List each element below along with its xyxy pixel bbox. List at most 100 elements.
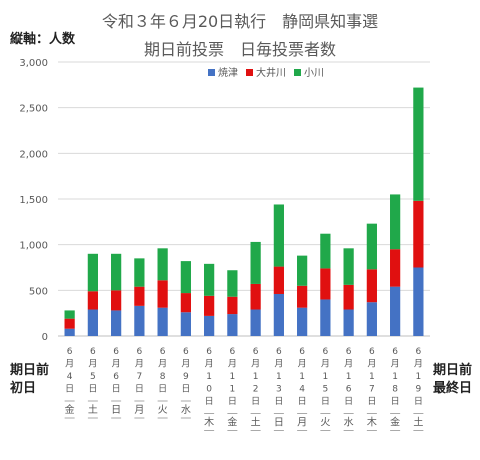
bar-segment bbox=[134, 305, 145, 336]
y-tick-label: 2,500 bbox=[19, 104, 48, 115]
x-tick-label: 日 bbox=[205, 396, 214, 407]
bar-segment bbox=[134, 286, 145, 306]
bar-segment bbox=[64, 328, 75, 336]
bar-segment bbox=[111, 310, 122, 336]
x-tick-weekday: 金 bbox=[227, 416, 237, 429]
y-tick-label: 1,000 bbox=[19, 241, 48, 252]
bar-segment bbox=[250, 241, 261, 284]
x-tick-label: 月 bbox=[88, 359, 97, 370]
bar-segment bbox=[87, 309, 98, 336]
x-tick-label: 6 bbox=[323, 347, 329, 357]
bar-segment bbox=[64, 318, 75, 329]
x-tick-label: 6 bbox=[206, 347, 212, 357]
x-tick-label: 月 bbox=[158, 359, 167, 370]
x-tick-label: 1 bbox=[392, 372, 398, 382]
x-tick-weekday: 金 bbox=[390, 416, 400, 429]
legend-label: 焼津 bbox=[218, 67, 238, 79]
bar-segment bbox=[111, 290, 122, 311]
x-tick-label: 6 bbox=[299, 347, 305, 357]
x-tick-label: 月 bbox=[228, 359, 237, 370]
bar-segment bbox=[64, 310, 75, 319]
x-tick-weekday: 土 bbox=[251, 416, 261, 429]
x-tick-label: 6 bbox=[416, 347, 422, 357]
bar-segment bbox=[390, 194, 401, 250]
x-tick-label: 日 bbox=[65, 384, 74, 395]
x-tick-label: 6 bbox=[369, 347, 375, 357]
x-tick-label: 6 bbox=[137, 347, 143, 357]
bar-segment bbox=[297, 307, 308, 336]
bar-segment bbox=[320, 268, 331, 300]
y-tick-label: 0 bbox=[42, 332, 48, 343]
x-tick-label: 日 bbox=[367, 396, 376, 407]
x-tick-label: 月 bbox=[65, 359, 74, 370]
x-tick-label: 4 bbox=[299, 385, 305, 395]
x-tick-weekday: 水 bbox=[181, 404, 191, 416]
bar-segment bbox=[204, 315, 215, 336]
x-tick-label: 日 bbox=[251, 396, 260, 407]
x-tick-label: 1 bbox=[253, 372, 259, 382]
x-tick-label: 9 bbox=[183, 372, 189, 382]
x-tick-label: 6 bbox=[113, 347, 119, 357]
bar-segment bbox=[273, 293, 284, 336]
x-tick-label: 日 bbox=[298, 396, 307, 407]
y-axis-label: 縦軸：人数 bbox=[10, 32, 76, 47]
x-tick-label: 日 bbox=[228, 396, 237, 407]
x-tick-weekday: 木 bbox=[367, 417, 377, 429]
x-tick-label: 6 bbox=[346, 385, 352, 395]
last-day-label-line1: 期日前 bbox=[433, 363, 473, 378]
bar-segment bbox=[297, 285, 308, 308]
bar-segment bbox=[111, 253, 122, 291]
x-tick-label: 6 bbox=[253, 347, 259, 357]
x-tick-weekday: 土 bbox=[413, 416, 423, 429]
x-tick-label: 日 bbox=[344, 396, 353, 407]
bar-segment bbox=[413, 267, 424, 336]
x-tick-label: 5 bbox=[323, 385, 329, 395]
bar-segment bbox=[273, 266, 284, 294]
x-tick-label: 日 bbox=[414, 396, 423, 407]
bar-segment bbox=[366, 223, 377, 270]
x-tick-label: 3 bbox=[276, 385, 282, 395]
x-tick-weekday: 火 bbox=[158, 404, 168, 416]
bar-segment bbox=[320, 299, 331, 336]
bar-segment bbox=[250, 309, 261, 336]
bar-segment bbox=[87, 253, 98, 292]
x-tick-weekday: 木 bbox=[204, 417, 214, 429]
x-tick-label: 月 bbox=[391, 359, 400, 370]
first-day-label: 期日前 初日 bbox=[10, 362, 49, 398]
bar-segment bbox=[390, 286, 401, 336]
bar-segment bbox=[343, 248, 354, 285]
x-tick-label: 月 bbox=[251, 359, 260, 370]
x-tick-label: 1 bbox=[299, 372, 305, 382]
x-tick-weekday: 水 bbox=[344, 417, 354, 429]
x-tick-label: 6 bbox=[113, 372, 119, 382]
bar-segment bbox=[320, 233, 331, 269]
bar-segment bbox=[227, 296, 238, 315]
x-tick-label: 1 bbox=[323, 372, 329, 382]
x-tick-weekday: 月 bbox=[297, 417, 307, 429]
x-tick-label: 日 bbox=[181, 384, 190, 395]
first-day-label-line2: 初日 bbox=[10, 381, 37, 396]
bar-segment bbox=[180, 293, 191, 313]
x-tick-label: 6 bbox=[276, 347, 282, 357]
bar-segment bbox=[204, 263, 215, 296]
bar-segment bbox=[343, 284, 354, 310]
bar-segment bbox=[87, 291, 98, 310]
x-tick-label: 5 bbox=[90, 372, 96, 382]
x-tick-label: 日 bbox=[391, 396, 400, 407]
x-tick-label: 7 bbox=[137, 372, 143, 382]
x-tick-label: 1 bbox=[230, 385, 236, 395]
x-tick-label: 0 bbox=[206, 385, 212, 395]
x-tick-label: 6 bbox=[67, 347, 73, 357]
x-tick-label: 4 bbox=[67, 372, 73, 382]
bar-segment bbox=[390, 249, 401, 287]
x-tick-label: 日 bbox=[135, 384, 144, 395]
x-tick-label: 月 bbox=[112, 359, 121, 370]
bar-segment bbox=[343, 309, 354, 336]
x-tick-label: 日 bbox=[88, 384, 97, 395]
bar-segment bbox=[250, 283, 261, 310]
x-tick-label: 月 bbox=[205, 359, 214, 370]
x-tick-label: 日 bbox=[274, 396, 283, 407]
bar-segment bbox=[134, 258, 145, 287]
x-tick-label: 6 bbox=[346, 347, 352, 357]
x-tick-weekday: 日 bbox=[111, 405, 121, 416]
